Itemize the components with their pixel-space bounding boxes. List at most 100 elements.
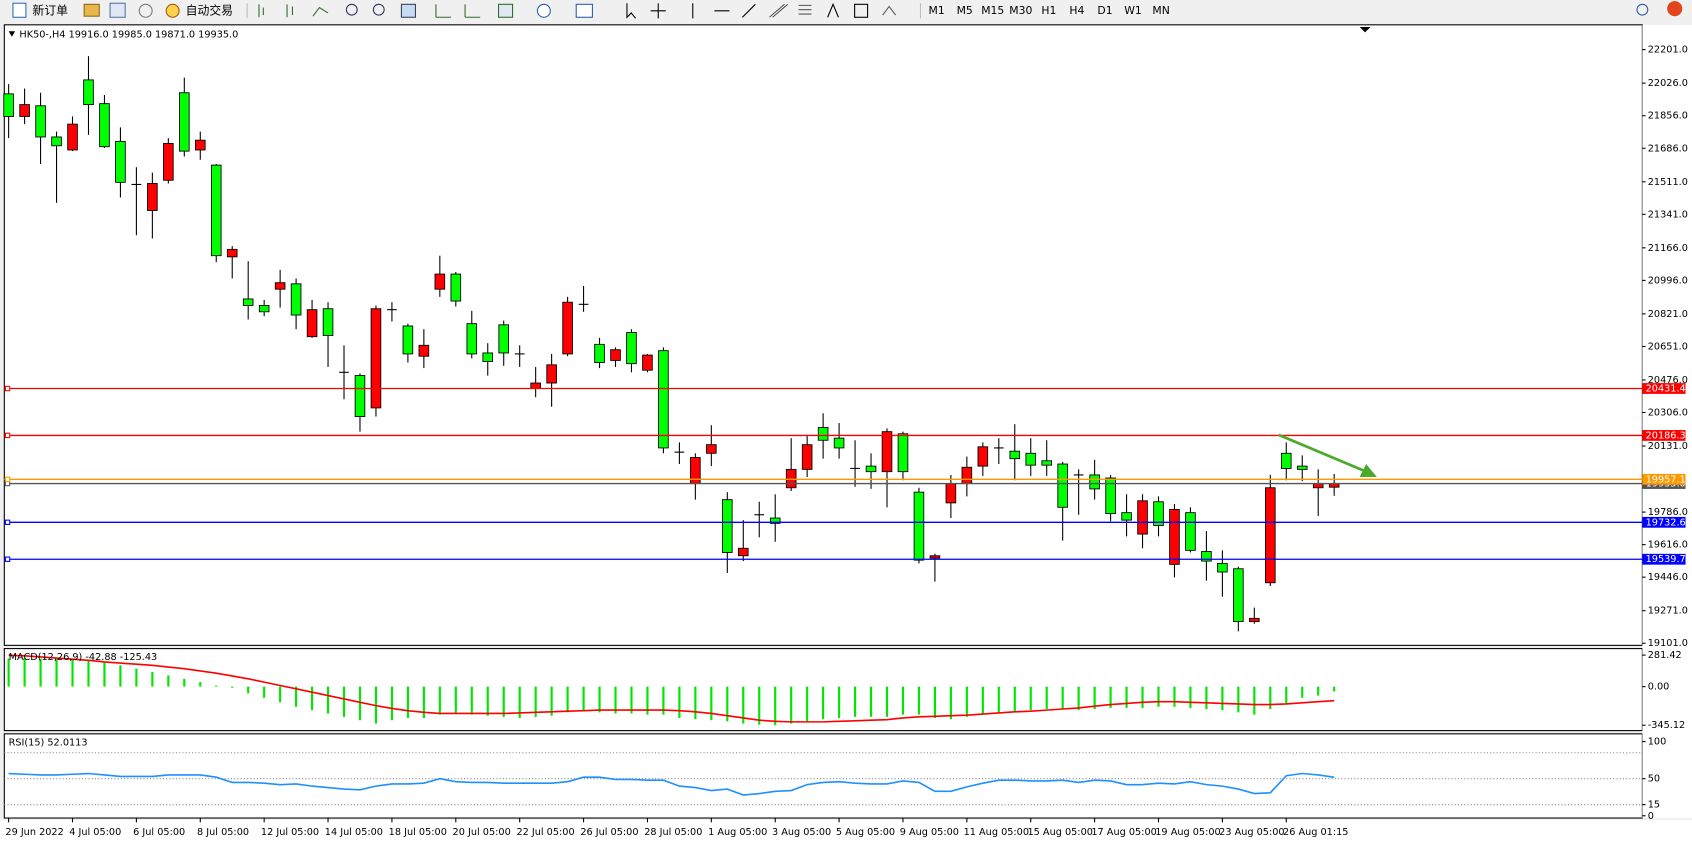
timeframe-button[interactable]: MN (1152, 4, 1169, 17)
icon-fibo[interactable] (798, 4, 812, 15)
icon-window[interactable] (109, 2, 126, 18)
icon-draw-lines[interactable] (692, 3, 756, 19)
macd-bar (167, 675, 170, 687)
level-marker (4, 519, 11, 526)
candle-body (881, 431, 893, 473)
level-marker (4, 480, 11, 487)
icon-candles[interactable] (286, 4, 293, 18)
level-label-box (1642, 553, 1686, 565)
candle-body (769, 517, 781, 524)
macd-bar (326, 686, 330, 714)
icon-zoom-out[interactable] (372, 3, 385, 16)
candle-body (1073, 474, 1084, 476)
icon-folder[interactable] (83, 3, 100, 17)
macd-bar (1205, 686, 1208, 710)
icon-tile[interactable] (400, 3, 416, 18)
icon-autoscroll[interactable] (435, 4, 452, 18)
icon-notifications[interactable] (1667, 1, 1683, 17)
icon-text[interactable] (827, 2, 839, 18)
macd-bar (566, 686, 569, 713)
icon-indicators[interactable] (497, 3, 514, 18)
level-label-box (1642, 383, 1686, 394)
icon-autotrade[interactable] (165, 3, 180, 18)
timeframe-button[interactable]: M5 (957, 4, 973, 17)
candle-body (1137, 500, 1148, 535)
signal-line (8, 654, 1335, 723)
macd-bar (790, 686, 793, 724)
candle-body (1041, 460, 1052, 466)
x-tick-label: 19 Aug 05:00 (1155, 827, 1220, 838)
level-label: 19732.6 (1646, 517, 1686, 528)
macd-bar (87, 660, 90, 687)
icon-shift[interactable] (464, 4, 481, 18)
candle-body (1249, 617, 1260, 623)
macd-bar (486, 686, 489, 716)
macd-bar (502, 686, 505, 717)
macd-bar (710, 686, 713, 721)
rsi-line (8, 772, 1335, 796)
macd-bar (1269, 686, 1272, 710)
macd-bar (390, 686, 394, 721)
candle-body (722, 499, 733, 553)
icon-bars[interactable] (258, 4, 264, 18)
timeframe-button[interactable]: M1 (929, 4, 945, 17)
icon-periods[interactable] (536, 3, 551, 18)
timeframe-button[interactable]: M30 (1009, 4, 1032, 17)
macd-bar (1253, 686, 1256, 715)
y-tick-label: 0 (1648, 811, 1654, 822)
timeframe-button[interactable]: M15 (981, 4, 1004, 17)
icon-search[interactable] (1636, 3, 1649, 16)
macd-bar (247, 686, 250, 694)
trend-arrow-head (1359, 464, 1377, 477)
candle-body (546, 364, 557, 384)
icon-crosshair[interactable] (650, 3, 666, 19)
icon-line[interactable] (312, 6, 329, 17)
candle-body (1201, 551, 1212, 562)
autotrade-button[interactable]: 自动交易 (186, 3, 233, 17)
level-label: 20186.3 (1646, 430, 1686, 441)
candle-body (1233, 568, 1244, 623)
macd-bar (1077, 686, 1080, 711)
macd-bar (997, 686, 1000, 713)
toolbar: 新订单 自动交易 M1 M5 M15 M30 H1 H4 D1 W1 MN (0, 0, 1692, 22)
timeframe-button[interactable]: W1 (1124, 4, 1142, 17)
icon-channel[interactable] (769, 3, 789, 18)
macd-bar (1173, 686, 1176, 707)
rsi-title: RSI(15) 52.0113 (9, 737, 88, 748)
candle-body (1089, 474, 1100, 490)
x-tick-label: 26 Aug 01:15 (1283, 827, 1348, 838)
icon-zoom-in[interactable] (345, 3, 358, 16)
timeframe-button[interactable]: D1 (1097, 4, 1112, 17)
candle-body (1025, 452, 1037, 466)
candle-body (737, 547, 749, 557)
new-order-button[interactable]: 新订单 (32, 3, 68, 17)
icon-label[interactable] (854, 3, 869, 18)
candle-body (306, 309, 318, 338)
macd-bar (215, 685, 218, 687)
macd-bar (295, 686, 298, 707)
candle-body (1185, 512, 1196, 551)
macd-bar (1109, 686, 1112, 708)
macd-bar (1045, 686, 1048, 710)
candle-body (274, 282, 286, 290)
x-tick-label: 8 Jul 05:00 (197, 827, 249, 838)
y-tick-label: 21856.0 (1648, 111, 1688, 122)
candle-body (131, 183, 142, 185)
timeframe-button[interactable]: H1 (1041, 4, 1056, 17)
timeframe-button[interactable]: H4 (1069, 4, 1084, 17)
level-label-box (1642, 473, 1686, 485)
icon-cursor[interactable] (626, 3, 637, 19)
macd-bar (71, 659, 74, 687)
macd-bar (199, 682, 202, 687)
icon-shapes[interactable] (882, 5, 897, 16)
candle-body (801, 444, 813, 470)
candle-body (99, 103, 110, 148)
icon-signal[interactable] (138, 3, 153, 18)
icon-templates[interactable] (575, 3, 593, 18)
x-tick-label: 26 Jul 05:00 (580, 827, 638, 838)
y-tick-label: 20131.0 (1648, 441, 1688, 452)
candle-body (578, 303, 589, 305)
icon-new-order[interactable] (12, 2, 27, 18)
candle-body (67, 123, 78, 151)
candle-body (35, 105, 46, 138)
